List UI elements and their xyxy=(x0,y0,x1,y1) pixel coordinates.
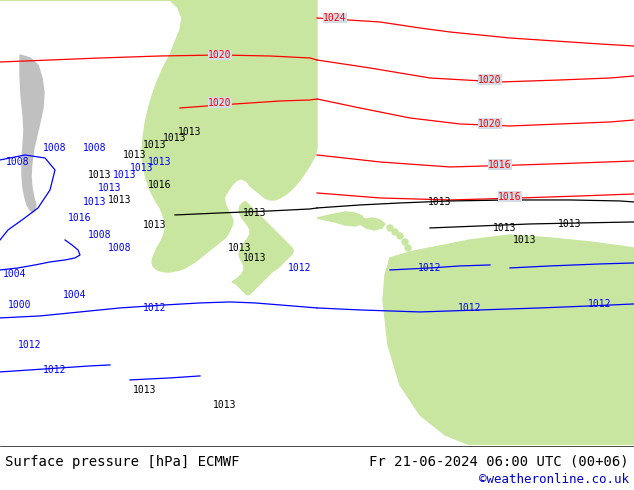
Text: 1013: 1013 xyxy=(243,208,267,218)
Text: 1012: 1012 xyxy=(588,299,612,309)
Text: 1013: 1013 xyxy=(243,253,267,263)
Text: 1012: 1012 xyxy=(18,340,42,350)
Text: 1020: 1020 xyxy=(478,75,501,85)
Text: 1013: 1013 xyxy=(83,197,107,207)
Polygon shape xyxy=(317,212,365,226)
Text: 1016: 1016 xyxy=(148,180,172,190)
Text: Surface pressure [hPa] ECMWF: Surface pressure [hPa] ECMWF xyxy=(5,455,240,469)
Circle shape xyxy=(405,245,411,251)
Text: 1013: 1013 xyxy=(493,223,517,233)
Text: 1024: 1024 xyxy=(323,13,347,23)
Text: 1013: 1013 xyxy=(148,157,172,167)
Text: 1012: 1012 xyxy=(458,303,482,313)
Text: 1013: 1013 xyxy=(143,220,167,230)
Text: 1013: 1013 xyxy=(98,183,122,193)
Circle shape xyxy=(387,225,393,231)
Text: 1013: 1013 xyxy=(514,235,537,245)
Text: 1013: 1013 xyxy=(228,243,252,253)
Text: 1012: 1012 xyxy=(143,303,167,313)
Text: 1004: 1004 xyxy=(3,269,27,279)
Circle shape xyxy=(392,229,398,235)
Text: 1013: 1013 xyxy=(130,163,154,173)
Text: 1013: 1013 xyxy=(108,195,132,205)
Polygon shape xyxy=(360,218,385,230)
Circle shape xyxy=(397,233,403,239)
Text: 1013: 1013 xyxy=(123,150,146,160)
Text: 1000: 1000 xyxy=(8,300,32,310)
Polygon shape xyxy=(383,235,634,445)
Text: 1020: 1020 xyxy=(478,119,501,129)
Text: 1013: 1013 xyxy=(143,140,167,150)
Polygon shape xyxy=(0,0,317,272)
Circle shape xyxy=(402,239,408,245)
Text: 1008: 1008 xyxy=(83,143,107,153)
Text: 1013: 1013 xyxy=(88,170,112,180)
Text: 1008: 1008 xyxy=(43,143,67,153)
Polygon shape xyxy=(390,248,460,268)
Text: Fr 21-06-2024 06:00 UTC (00+06): Fr 21-06-2024 06:00 UTC (00+06) xyxy=(370,455,629,469)
Text: 1016: 1016 xyxy=(488,160,512,170)
Text: 1013: 1013 xyxy=(163,133,187,143)
Text: 1016: 1016 xyxy=(68,213,92,223)
Text: 1013: 1013 xyxy=(213,400,236,410)
Text: 1016: 1016 xyxy=(498,192,522,202)
Text: ©weatheronline.co.uk: ©weatheronline.co.uk xyxy=(479,473,629,487)
Text: 1004: 1004 xyxy=(63,290,87,300)
Text: 1013: 1013 xyxy=(133,385,157,395)
Text: 1013: 1013 xyxy=(428,197,452,207)
Text: 1008: 1008 xyxy=(88,230,112,240)
Text: 1020: 1020 xyxy=(208,98,232,108)
Text: 1013: 1013 xyxy=(113,170,137,180)
Text: 1020: 1020 xyxy=(208,50,232,60)
Text: 1008: 1008 xyxy=(108,243,132,253)
Polygon shape xyxy=(20,55,44,212)
Text: 1013: 1013 xyxy=(559,219,582,229)
Text: 1013: 1013 xyxy=(178,127,202,137)
Text: 1012: 1012 xyxy=(43,365,67,375)
Text: 1012: 1012 xyxy=(418,263,442,273)
Polygon shape xyxy=(232,202,293,295)
Text: 1012: 1012 xyxy=(288,263,312,273)
Text: 1008: 1008 xyxy=(6,157,30,167)
